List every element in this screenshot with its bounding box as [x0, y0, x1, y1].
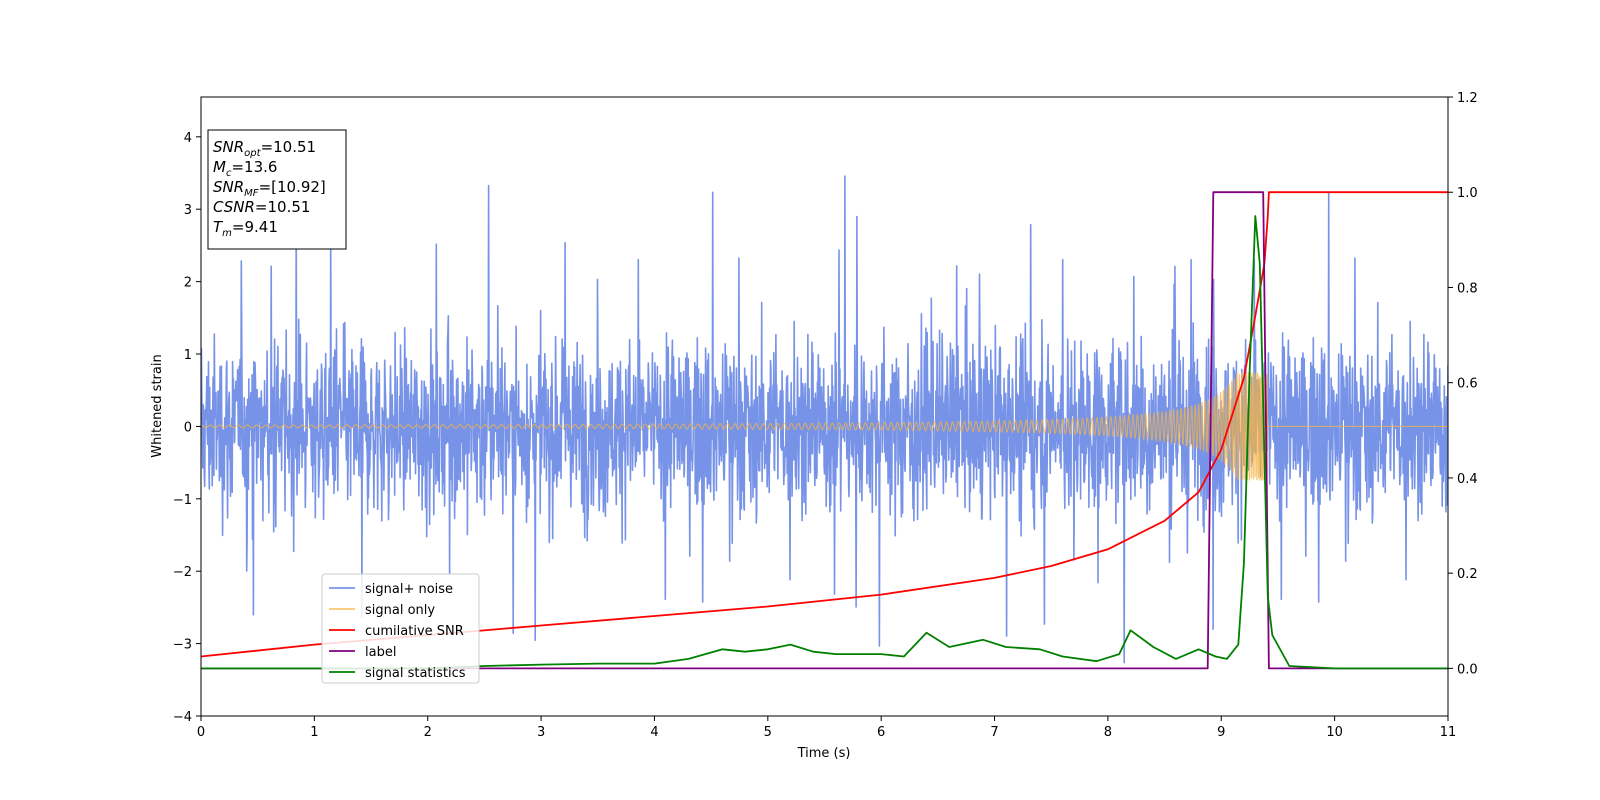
- y-tick-label: −3: [173, 638, 192, 653]
- series-signal-statistics: [201, 215, 1448, 670]
- y-tick-label: 2: [184, 276, 192, 291]
- legend-label: cumilative SNR: [365, 624, 464, 639]
- x-tick-label: 11: [1440, 725, 1457, 740]
- legend-label: signal only: [365, 603, 435, 618]
- annotation-box: SNRopt=10.51Mc=13.6SNRMF=[10.92]CSNR=10.…: [207, 129, 347, 250]
- x-axis-label: Time (s): [797, 746, 851, 761]
- x-tick-label: 3: [537, 725, 545, 740]
- x-tick-label: 8: [1104, 725, 1112, 740]
- legend-label: label: [365, 645, 396, 660]
- y-tick-label: −2: [173, 565, 192, 580]
- x-tick-label: 6: [877, 725, 885, 740]
- annotation-frame: [207, 129, 347, 250]
- y2-tick-label: 0.6: [1457, 377, 1478, 392]
- y2-tick-label: 0.8: [1457, 281, 1478, 296]
- y-axis-left: −4 −3 −2 −1 0 1 2 3 4: [173, 131, 201, 725]
- annotation-line: SNRopt=10.51: [213, 138, 316, 159]
- y2-tick-label: 0.4: [1457, 472, 1478, 487]
- y-tick-label: 1: [184, 348, 192, 363]
- annotation-line: Tm=9.41: [213, 218, 278, 239]
- x-tick-label: 5: [764, 725, 772, 740]
- y-tick-label: −1: [173, 493, 192, 508]
- annotation-line: SNRMF=[10.92]: [213, 178, 326, 199]
- plot-frame: [200, 96, 1449, 717]
- y-tick-label: 4: [184, 131, 192, 146]
- x-tick-label: 7: [990, 725, 998, 740]
- legend-label: signal statistics: [365, 666, 466, 681]
- x-tick-label: 2: [424, 725, 432, 740]
- y-axis-label: Whitened strain: [150, 354, 165, 457]
- y2-tick-label: 1.2: [1457, 91, 1478, 106]
- series-signal-only: [201, 372, 1448, 481]
- y-tick-label: 3: [184, 203, 192, 218]
- x-tick-label: 4: [650, 725, 658, 740]
- y-tick-label: 0: [184, 420, 192, 435]
- series-label: [201, 191, 1448, 670]
- x-tick-label: 9: [1217, 725, 1225, 740]
- legend: signal+ noise signal only cumilative SNR la…: [321, 573, 480, 684]
- x-axis: 0 1 2 3 4 5 6 7 8 9 10 11: [197, 716, 1456, 740]
- legend-frame: [321, 573, 480, 684]
- annotation-line: CSNR=10.51: [213, 198, 310, 216]
- plot-area: [200, 96, 1449, 717]
- y2-tick-label: 1.0: [1457, 186, 1478, 201]
- y2-tick-label: 0.2: [1457, 567, 1478, 582]
- legend-label: signal+ noise: [365, 582, 453, 597]
- y-tick-label: −4: [173, 710, 192, 725]
- series-layer: [201, 175, 1448, 670]
- x-tick-label: 1: [310, 725, 318, 740]
- x-tick-label: 10: [1326, 725, 1343, 740]
- annotation-line: Mc=13.6: [213, 158, 277, 179]
- x-tick-label: 0: [197, 725, 205, 740]
- y-axis-right: 0.0 0.2 0.4 0.6 0.8 1.0 1.2: [1448, 91, 1478, 677]
- y2-tick-label: 0.0: [1457, 662, 1478, 677]
